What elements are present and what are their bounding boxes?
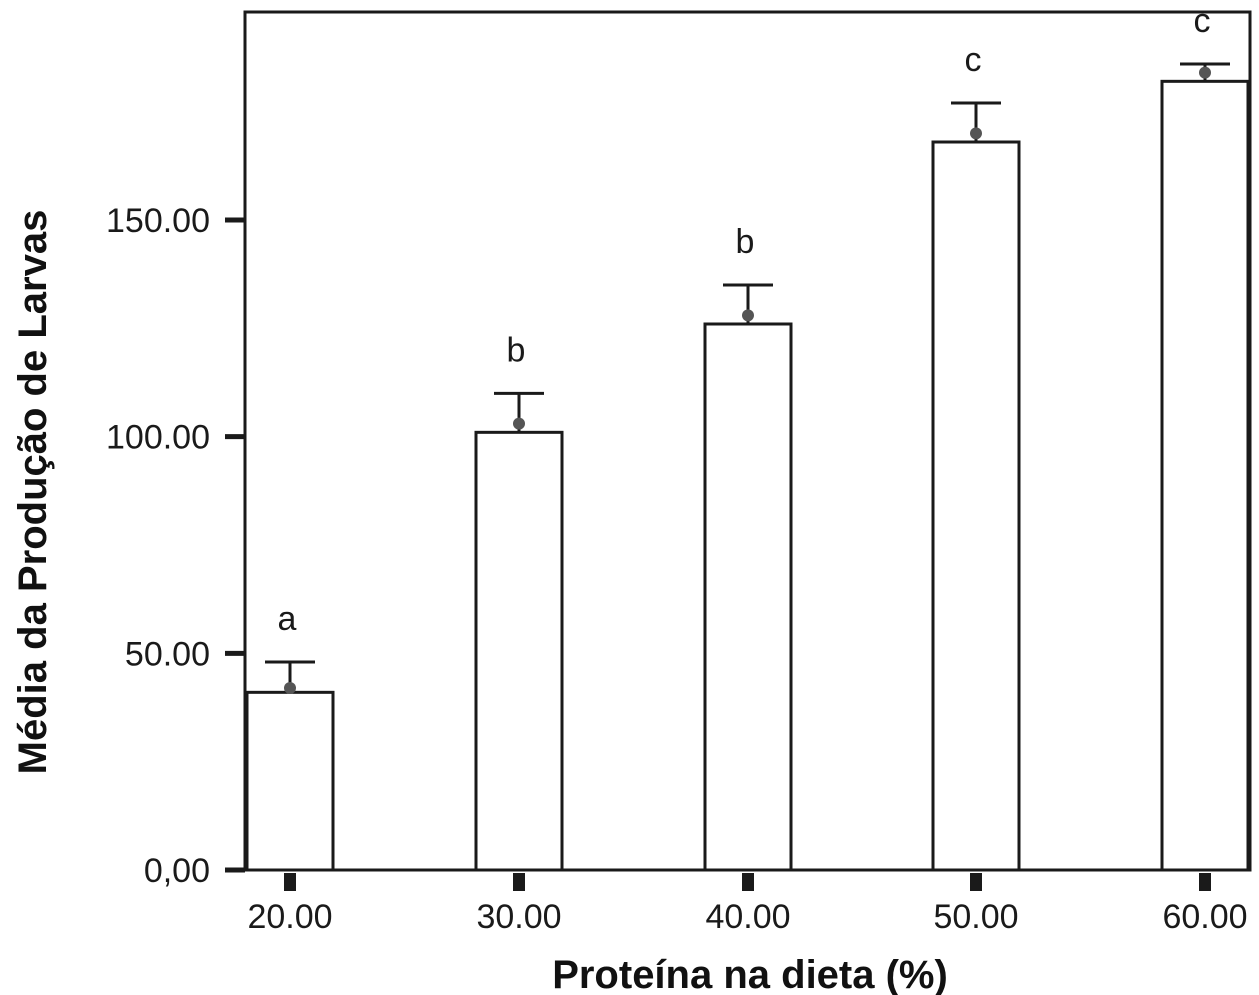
plot-frame xyxy=(243,10,1252,872)
significance-letter: c xyxy=(965,41,982,79)
y-tick-label: 100.00 xyxy=(106,419,210,457)
bar xyxy=(931,140,1021,872)
x-axis: 20.00 30.00 40.00 50.00 60.00 xyxy=(247,873,1248,936)
x-tick-label: 40.00 xyxy=(705,898,790,936)
significance-letter: b xyxy=(736,223,755,261)
x-tick-mark xyxy=(970,873,982,891)
significance-letter: c xyxy=(1194,2,1211,40)
x-tick-label: 50.00 xyxy=(933,898,1018,936)
x-tick-label: 60.00 xyxy=(1162,898,1247,936)
bar xyxy=(245,690,335,872)
x-tick-label: 30.00 xyxy=(476,898,561,936)
bar xyxy=(703,322,793,872)
x-tick-mark xyxy=(513,873,525,891)
x-tick-mark xyxy=(742,873,754,891)
x-tick-label: 20.00 xyxy=(247,898,332,936)
y-tick-label: 50.00 xyxy=(125,635,210,673)
y-tick-label: 150.00 xyxy=(106,202,210,240)
points-layer xyxy=(284,66,1211,694)
y-axis: 0,00 50.00 100.00 150.00 xyxy=(106,202,245,890)
data-point xyxy=(284,682,296,694)
y-tick-label: 0,00 xyxy=(144,852,210,890)
y-axis-title: Média da Produção de Larvas xyxy=(11,210,55,775)
x-axis-title: Proteína na dieta (%) xyxy=(552,953,948,995)
bar xyxy=(474,430,564,872)
data-point xyxy=(513,417,525,430)
bar xyxy=(1160,79,1250,872)
significance-letter: b xyxy=(507,331,526,369)
data-point xyxy=(742,309,754,322)
data-point xyxy=(1199,66,1211,79)
x-tick-mark xyxy=(284,873,296,891)
x-tick-mark xyxy=(1199,873,1211,891)
bars-layer xyxy=(245,79,1250,872)
significance-letters-layer: a b b c c xyxy=(278,2,1211,638)
significance-letter: a xyxy=(278,600,297,638)
data-point xyxy=(970,127,982,140)
